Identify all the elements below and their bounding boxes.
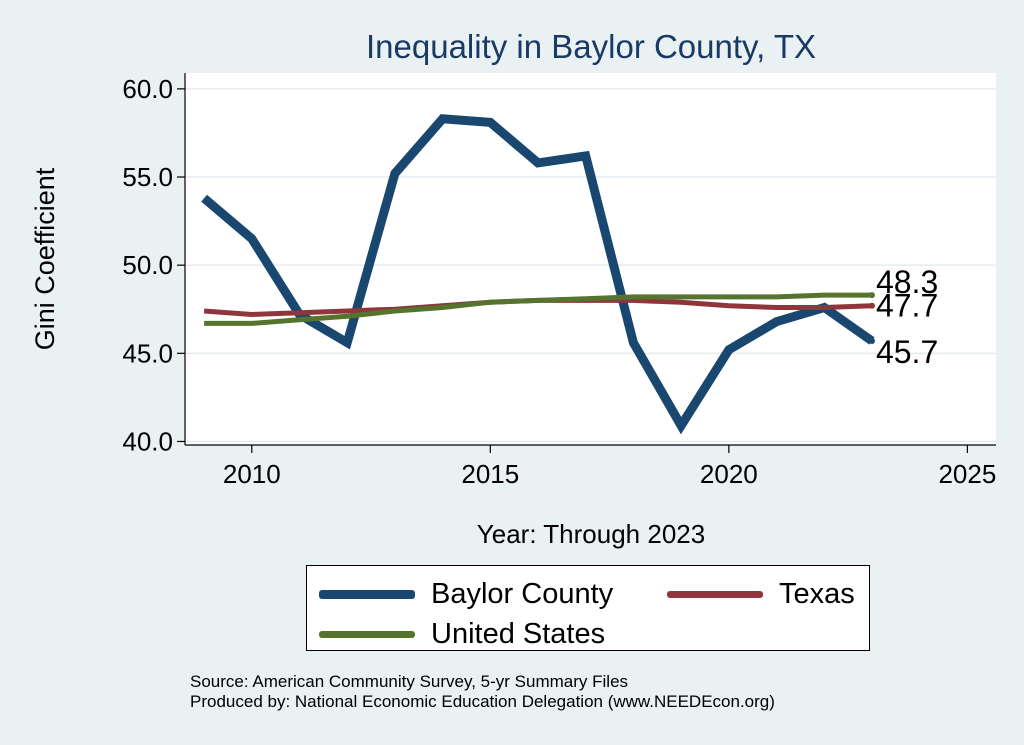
x-tick-label: 2010 (223, 459, 281, 489)
legend-swatch-texas (667, 591, 763, 598)
x-tick-label: 2020 (700, 459, 758, 489)
y-axis-ticks: 40.0 45.0 50.0 55.0 60.0 (122, 74, 185, 456)
series-end-marker-texas (868, 302, 875, 309)
x-axis-ticks: 2010 2015 2020 2025 (223, 445, 996, 489)
series-end-marker-baylor-county (868, 337, 875, 344)
x-axis-label: Year: Through 2023 (477, 519, 705, 549)
legend-item-baylor-county: Baylor County (319, 578, 613, 611)
end-label-baylor-county: 45.7 (876, 334, 938, 370)
series-lines (201, 114, 875, 435)
legend-label: Baylor County (431, 578, 614, 610)
y-tick-label: 55.0 (122, 162, 173, 192)
source-line: Source: American Community Survey, 5-yr … (190, 672, 629, 691)
end-label-united-states: 48.3 (876, 264, 938, 300)
series-end-marker-united-states (868, 292, 875, 299)
y-tick-label: 40.0 (122, 426, 173, 456)
legend-swatch-united-states (319, 631, 415, 638)
legend-item-texas: Texas (667, 578, 855, 611)
plot-area (185, 73, 996, 445)
x-tick-label: 2025 (938, 459, 996, 489)
x-tick-label: 2015 (461, 459, 519, 489)
legend-swatch-baylor-county (319, 590, 415, 599)
legend-item-united-states: United States (319, 618, 605, 651)
y-axis-label: Gini Coefficient (30, 167, 60, 350)
series-line-united-states (204, 292, 872, 326)
legend: Baylor County Texas United States (306, 565, 870, 651)
y-tick-label: 60.0 (122, 74, 173, 104)
chart: Inequality in Baylor County, TX 40.0 45.0… (30, 28, 996, 549)
gridlines (185, 88, 996, 443)
y-tick-label: 50.0 (122, 250, 173, 280)
end-labels: 45.7 47.748.3 (876, 264, 938, 370)
y-tick-label: 45.0 (122, 338, 173, 368)
source-note: Source: American Community Survey, 5-yr … (190, 672, 775, 712)
chart-title: Inequality in Baylor County, TX (366, 28, 816, 65)
legend-label: Texas (779, 578, 855, 610)
end-label-texas: 47.7 (876, 288, 938, 324)
legend-label: United States (431, 618, 606, 650)
producer-line: Produced by: National Economic Education… (190, 692, 775, 711)
series-line-baylor-county (201, 114, 875, 435)
